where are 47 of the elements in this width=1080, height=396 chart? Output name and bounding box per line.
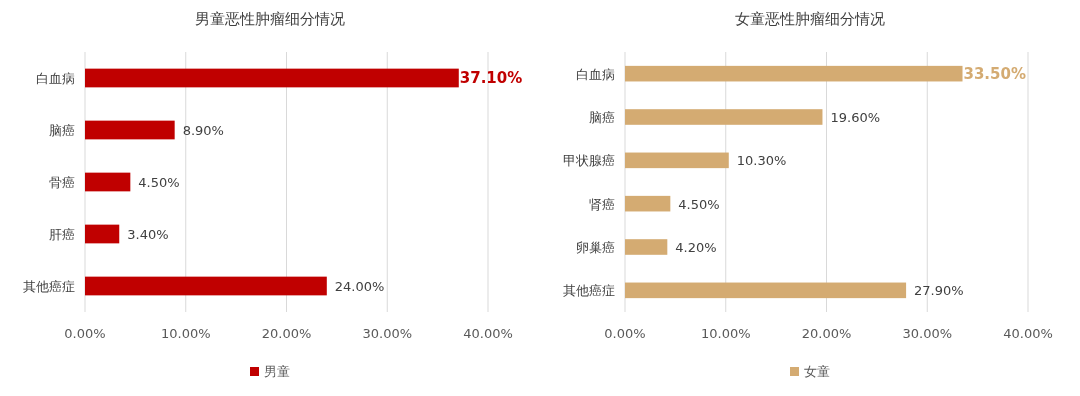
y-tick-label: 甲状腺癌 — [563, 153, 615, 169]
data-label: 37.10% — [459, 69, 523, 87]
y-tick-label: 其他癌症 — [23, 279, 75, 294]
y-tick-label: 白血病 — [576, 66, 615, 82]
legend-label: 女童 — [804, 364, 830, 379]
x-tick-label: 20.00% — [801, 326, 852, 341]
y-tick-label: 其他癌症 — [563, 283, 615, 299]
x-tick-label: 40.00% — [463, 326, 513, 341]
y-tick-label: 骨癌 — [49, 175, 75, 190]
y-tick-label: 脑癌 — [589, 110, 615, 125]
data-label: 8.90% — [182, 123, 224, 138]
x-tick-label: 30.00% — [362, 326, 413, 341]
bar — [85, 68, 459, 88]
data-label: 4.50% — [138, 175, 180, 190]
bar — [85, 172, 131, 192]
data-label: 27.90% — [914, 283, 964, 299]
bar — [625, 195, 671, 212]
legend-label: 男童 — [264, 364, 290, 379]
y-tick-label: 肝癌 — [49, 227, 75, 242]
bar — [625, 65, 963, 82]
y-tick-label: 脑癌 — [49, 123, 75, 138]
x-tick-label: 30.00% — [902, 326, 953, 341]
bar — [625, 239, 668, 255]
bar — [85, 120, 175, 140]
y-tick-label: 白血病 — [36, 71, 75, 86]
bar — [625, 109, 823, 125]
bar — [85, 276, 327, 296]
y-tick-label: 肾癌 — [589, 196, 615, 212]
x-tick-label: 10.00% — [700, 326, 751, 341]
chart-title: 女童恶性肿瘤细分情况 — [735, 10, 885, 28]
bar — [85, 224, 120, 244]
data-label: 4.20% — [675, 240, 717, 255]
y-tick-label: 卵巢癌 — [576, 240, 615, 255]
data-label: 3.40% — [127, 227, 169, 242]
bar — [625, 152, 729, 169]
data-label: 4.50% — [678, 196, 720, 212]
x-tick-label: 0.00% — [64, 326, 106, 341]
x-tick-label: 40.00% — [1003, 326, 1053, 341]
x-tick-label: 20.00% — [261, 326, 312, 341]
data-label: 10.30% — [736, 153, 787, 169]
x-tick-label: 10.00% — [160, 326, 211, 341]
data-label: 24.00% — [334, 279, 385, 294]
data-label: 33.50% — [963, 64, 1026, 83]
data-label: 19.60% — [830, 110, 881, 125]
chart-title: 男童恶性肿瘤细分情况 — [195, 10, 345, 28]
x-tick-label: 0.00% — [604, 326, 646, 341]
bar — [625, 282, 907, 299]
